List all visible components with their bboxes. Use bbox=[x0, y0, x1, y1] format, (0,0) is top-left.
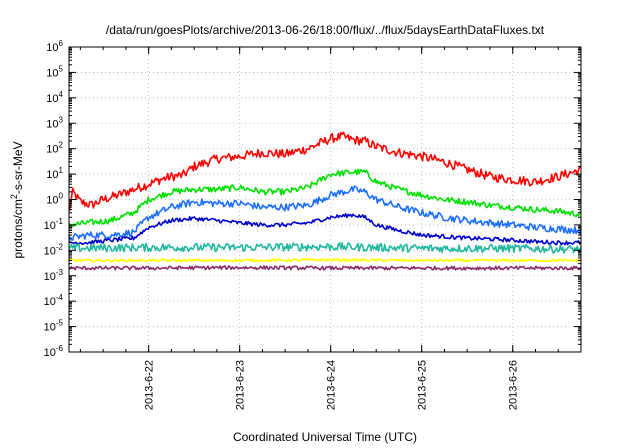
y-tick-label: 10-2 bbox=[44, 242, 64, 257]
series-line-4 bbox=[68, 242, 582, 254]
y-tick-labels: 10-6 10-5 10-4 10-3 10-2 10-1 100 101 102 103 104 1… bbox=[44, 39, 64, 359]
x-tick-label: 2013-6-26 bbox=[508, 360, 520, 410]
y-tick-label: 102 bbox=[46, 141, 63, 156]
x-axis-label: Coordinated Universal Time (UTC) bbox=[233, 430, 417, 444]
y-tick-label: 101 bbox=[46, 166, 63, 181]
y-tick-label: 104 bbox=[46, 90, 63, 105]
axis-ticks bbox=[69, 46, 581, 353]
x-tick-label: 2013-6-24 bbox=[326, 360, 338, 410]
y-tick-label: 105 bbox=[46, 64, 63, 79]
series-line-1 bbox=[68, 168, 582, 228]
y-tick-label: 10-4 bbox=[44, 293, 64, 308]
y-tick-label: 10-6 bbox=[44, 344, 64, 359]
series-line-0 bbox=[68, 131, 582, 212]
y-tick-label: 10-5 bbox=[44, 319, 64, 334]
y-axis-label-sup: 2 bbox=[9, 194, 19, 199]
y-tick-label: 106 bbox=[46, 39, 63, 54]
data-series bbox=[68, 131, 582, 271]
y-tick-label: 100 bbox=[46, 192, 63, 207]
y-tick-label: 10-3 bbox=[44, 268, 64, 283]
series-line-3 bbox=[68, 212, 582, 246]
y-tick-label: 103 bbox=[46, 115, 63, 130]
y-axis-label: protons/cm2-s-sr-MeV bbox=[9, 141, 25, 258]
y-tick-label: 10-1 bbox=[44, 217, 64, 232]
y-axis-label-suffix: -s-sr-MeV bbox=[11, 141, 25, 194]
x-tick-labels: 2013-6-22 2013-6-23 2013-6-24 2013-6-25 2013… bbox=[144, 360, 520, 410]
x-tick-label: 2013-6-25 bbox=[417, 360, 429, 410]
series-line-2 bbox=[68, 185, 582, 241]
x-tick-label: 2013-6-23 bbox=[235, 360, 247, 410]
x-tick-label: 2013-6-22 bbox=[144, 360, 156, 410]
y-axis-label-prefix: protons/cm bbox=[11, 199, 25, 258]
series-line-6 bbox=[68, 265, 582, 271]
series-line-5 bbox=[68, 257, 582, 263]
chart-title: /data/run/goesPlots/archive/2013-06-26/1… bbox=[106, 23, 545, 37]
